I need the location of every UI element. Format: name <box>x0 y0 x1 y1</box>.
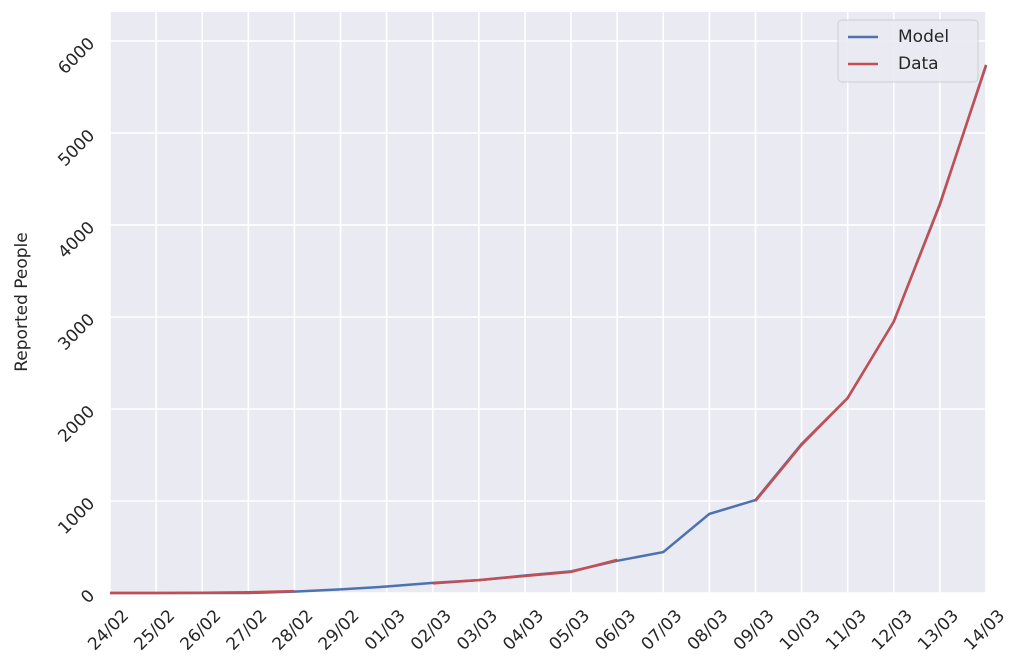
x-tick-label: 03/03 <box>453 606 502 653</box>
x-tick-label: 28/02 <box>269 606 318 653</box>
x-tick-label: 26/02 <box>176 606 225 653</box>
data-line <box>110 64 988 595</box>
x-tick-label: 09/03 <box>730 606 779 653</box>
x-tick-label: 10/03 <box>776 606 825 653</box>
plot-area <box>110 12 986 593</box>
legend: Model Data <box>837 19 979 83</box>
x-tick-label: 27/02 <box>223 606 272 653</box>
x-tick-label: 25/02 <box>130 606 179 653</box>
x-tick-label: 04/03 <box>499 606 548 653</box>
y-tick-label: 2000 <box>54 402 99 447</box>
x-tick-label: 12/03 <box>868 606 917 653</box>
y-tick-label: 3000 <box>54 310 99 355</box>
legend-label: Data <box>898 54 939 74</box>
y-tick-label: 5000 <box>54 126 99 171</box>
x-tick-label: 05/03 <box>545 606 594 653</box>
x-tick-label: 07/03 <box>638 606 687 653</box>
x-tick-label: 24/02 <box>84 606 133 653</box>
legend-box <box>837 19 979 83</box>
x-tick-label: 01/03 <box>361 606 410 653</box>
y-tick-label: 1000 <box>54 494 99 539</box>
legend-label: Model <box>898 27 949 47</box>
x-tick-label: 14/03 <box>960 606 1009 653</box>
x-tick-label: 29/02 <box>315 606 364 653</box>
x-tick-label: 08/03 <box>684 606 733 653</box>
y-tick-label: 0 <box>77 586 99 608</box>
x-tick-label: 02/03 <box>407 606 456 653</box>
x-tick-label: 06/03 <box>591 606 640 653</box>
x-tick-label: 11/03 <box>822 606 871 653</box>
y-axis-label: Reported People <box>12 232 32 372</box>
y-tick-label: 4000 <box>54 218 99 263</box>
y-tick-label: 6000 <box>54 34 99 79</box>
x-tick-label: 13/03 <box>914 606 963 653</box>
